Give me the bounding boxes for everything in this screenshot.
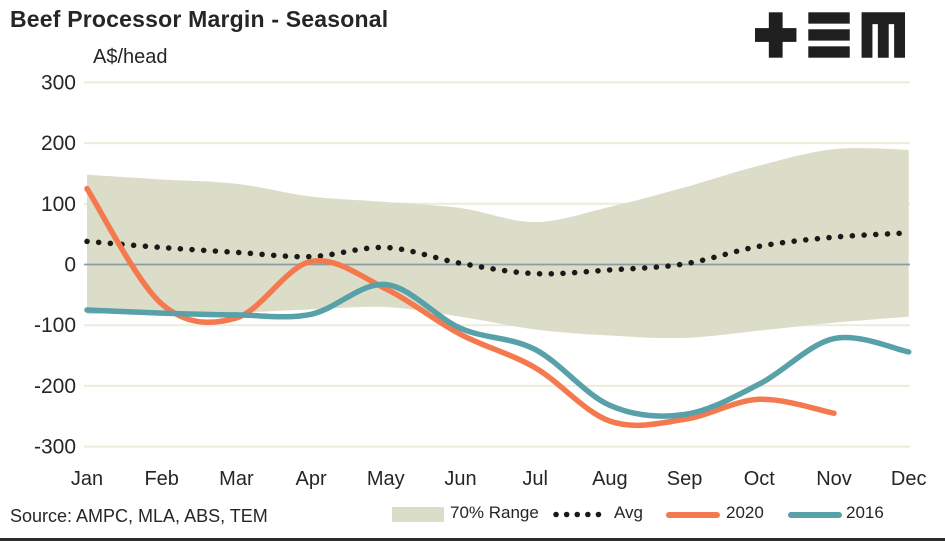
svg-text:Nov: Nov xyxy=(816,468,852,490)
legend-band-label: 70% Range xyxy=(450,503,539,522)
svg-text:Mar: Mar xyxy=(219,468,254,490)
legend-band-swatch xyxy=(392,507,444,522)
footer-bar xyxy=(0,538,945,541)
legend-avg-label: Avg xyxy=(614,503,643,522)
svg-text:Feb: Feb xyxy=(144,468,178,490)
legend-2016-label: 2016 xyxy=(846,503,884,522)
legend-2020-label: 2020 xyxy=(726,503,764,522)
svg-text:-300: -300 xyxy=(34,436,76,459)
svg-text:300: 300 xyxy=(41,71,76,94)
legend-avg-dotted-icon xyxy=(553,511,609,518)
logo-bars-glyph xyxy=(808,12,850,58)
logo-plus-glyph xyxy=(755,12,797,58)
svg-text:100: 100 xyxy=(41,193,76,216)
svg-text:May: May xyxy=(367,468,405,490)
svg-text:-100: -100 xyxy=(34,314,76,337)
y-axis-unit-label: A$/head xyxy=(93,46,168,68)
svg-text:Jun: Jun xyxy=(444,468,476,490)
svg-text:Apr: Apr xyxy=(296,468,327,490)
svg-text:0: 0 xyxy=(64,254,76,277)
svg-text:-200: -200 xyxy=(34,375,76,398)
legend-2020-line-icon xyxy=(666,512,720,518)
tem-logo-icon xyxy=(755,12,905,58)
svg-text:Jul: Jul xyxy=(522,468,548,490)
svg-text:Jan: Jan xyxy=(71,468,103,490)
logo-m-glyph xyxy=(861,12,905,58)
svg-text:Sep: Sep xyxy=(667,468,703,490)
svg-text:Dec: Dec xyxy=(891,468,927,490)
svg-text:Aug: Aug xyxy=(592,468,628,490)
source-note: Source: AMPC, MLA, ABS, TEM xyxy=(10,506,268,526)
legend-2016-line-icon xyxy=(788,512,842,518)
svg-text:200: 200 xyxy=(41,132,76,155)
page-title: Beef Processor Margin - Seasonal xyxy=(10,6,389,32)
svg-text:Oct: Oct xyxy=(744,468,776,490)
